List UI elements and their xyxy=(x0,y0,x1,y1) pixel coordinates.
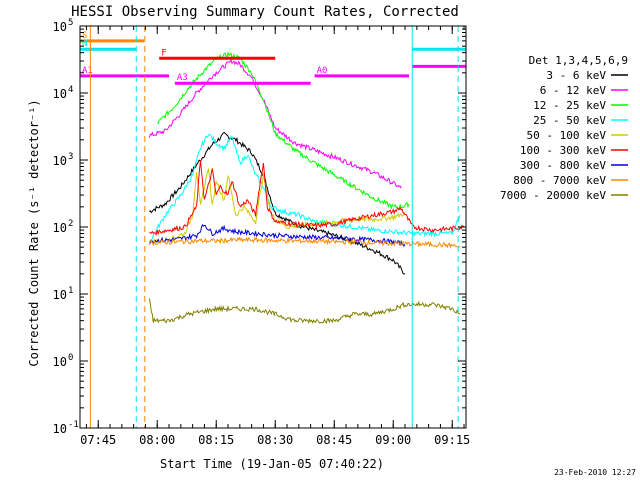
y-tick-exponent-5: 4 xyxy=(68,85,73,95)
legend-label-2: 12 - 25 keV xyxy=(533,99,606,112)
series-line-7 xyxy=(148,236,461,249)
legend-label-6: 300 - 800 keV xyxy=(520,159,606,172)
legend-label-8: 7000 - 20000 keV xyxy=(500,189,606,202)
x-tick-label-5: 09:00 xyxy=(375,433,411,447)
x-tick-label-4: 08:45 xyxy=(316,433,352,447)
flag-bars: SN F A1 A3 A0 xyxy=(80,31,466,85)
y-tick-label-1: 10 xyxy=(53,355,67,369)
legend: 3 - 6 keV 6 - 12 keV 12 - 25 keV 25 - 50 ke… xyxy=(500,69,628,202)
flag-label-5: A0 xyxy=(317,66,328,76)
y-tick-label-3: 10 xyxy=(53,221,67,235)
legend-label-1: 6 - 12 keV xyxy=(540,84,607,97)
y-tick-label-0: 10 xyxy=(53,422,67,436)
x-tick-label-2: 08:15 xyxy=(198,433,234,447)
series-line-5 xyxy=(149,160,465,236)
y-tick-label-4: 10 xyxy=(53,154,67,168)
legend-label-0: 3 - 6 keV xyxy=(546,69,606,82)
legend-header: Det 1,3,4,5,6,9 xyxy=(529,54,628,67)
y-tick-label-2: 10 xyxy=(53,288,67,302)
y-tick-exponent-4: 3 xyxy=(68,152,73,162)
flag-label-3: A1 xyxy=(82,66,93,76)
x-tick-label-6: 09:15 xyxy=(434,433,470,447)
series-line-3 xyxy=(148,133,461,243)
x-axis-label: Start Time (19-Jan-05 07:40:22) xyxy=(160,457,384,471)
x-tick-label-3: 08:30 xyxy=(257,433,293,447)
y-axis-label: Corrected Count Rate (s⁻¹ detector⁻¹) xyxy=(27,99,41,366)
x-tick-label-1: 08:00 xyxy=(139,433,175,447)
plot-series xyxy=(148,51,465,325)
series-line-6 xyxy=(149,223,406,247)
legend-label-3: 25 - 50 keV xyxy=(533,114,606,127)
y-tick-exponent-3: 2 xyxy=(68,219,73,229)
footer-timestamp: 23-Feb-2010 12:27 xyxy=(554,468,636,477)
x-tick-label-0: 07:45 xyxy=(80,433,116,447)
y-tick-label-6: 10 xyxy=(53,20,67,34)
legend-label-4: 50 - 100 keV xyxy=(527,129,607,142)
y-tick-label-5: 10 xyxy=(53,87,67,101)
chart-title: HESSI Observing Summary Count Rates, Cor… xyxy=(71,4,459,20)
y-tick-exponent-6: 5 xyxy=(68,18,73,28)
series-line-0 xyxy=(149,131,406,275)
y-tick-exponent-1: 0 xyxy=(68,353,73,363)
flag-label-2: F xyxy=(161,48,166,58)
y-tick-exponent-2: 1 xyxy=(68,286,73,296)
legend-label-7: 800 - 7000 keV xyxy=(513,174,606,187)
flag-label-4: A3 xyxy=(177,73,188,83)
series-line-2 xyxy=(157,51,410,210)
legend-label-5: 100 - 300 keV xyxy=(520,144,606,157)
flag-label-1: N xyxy=(82,39,87,49)
series-line-1 xyxy=(148,58,402,189)
y-tick-exponent-0: -1 xyxy=(68,420,79,430)
series-line-4 xyxy=(148,168,406,245)
series-line-8 xyxy=(148,298,461,325)
flag-label-0: S xyxy=(82,31,87,41)
